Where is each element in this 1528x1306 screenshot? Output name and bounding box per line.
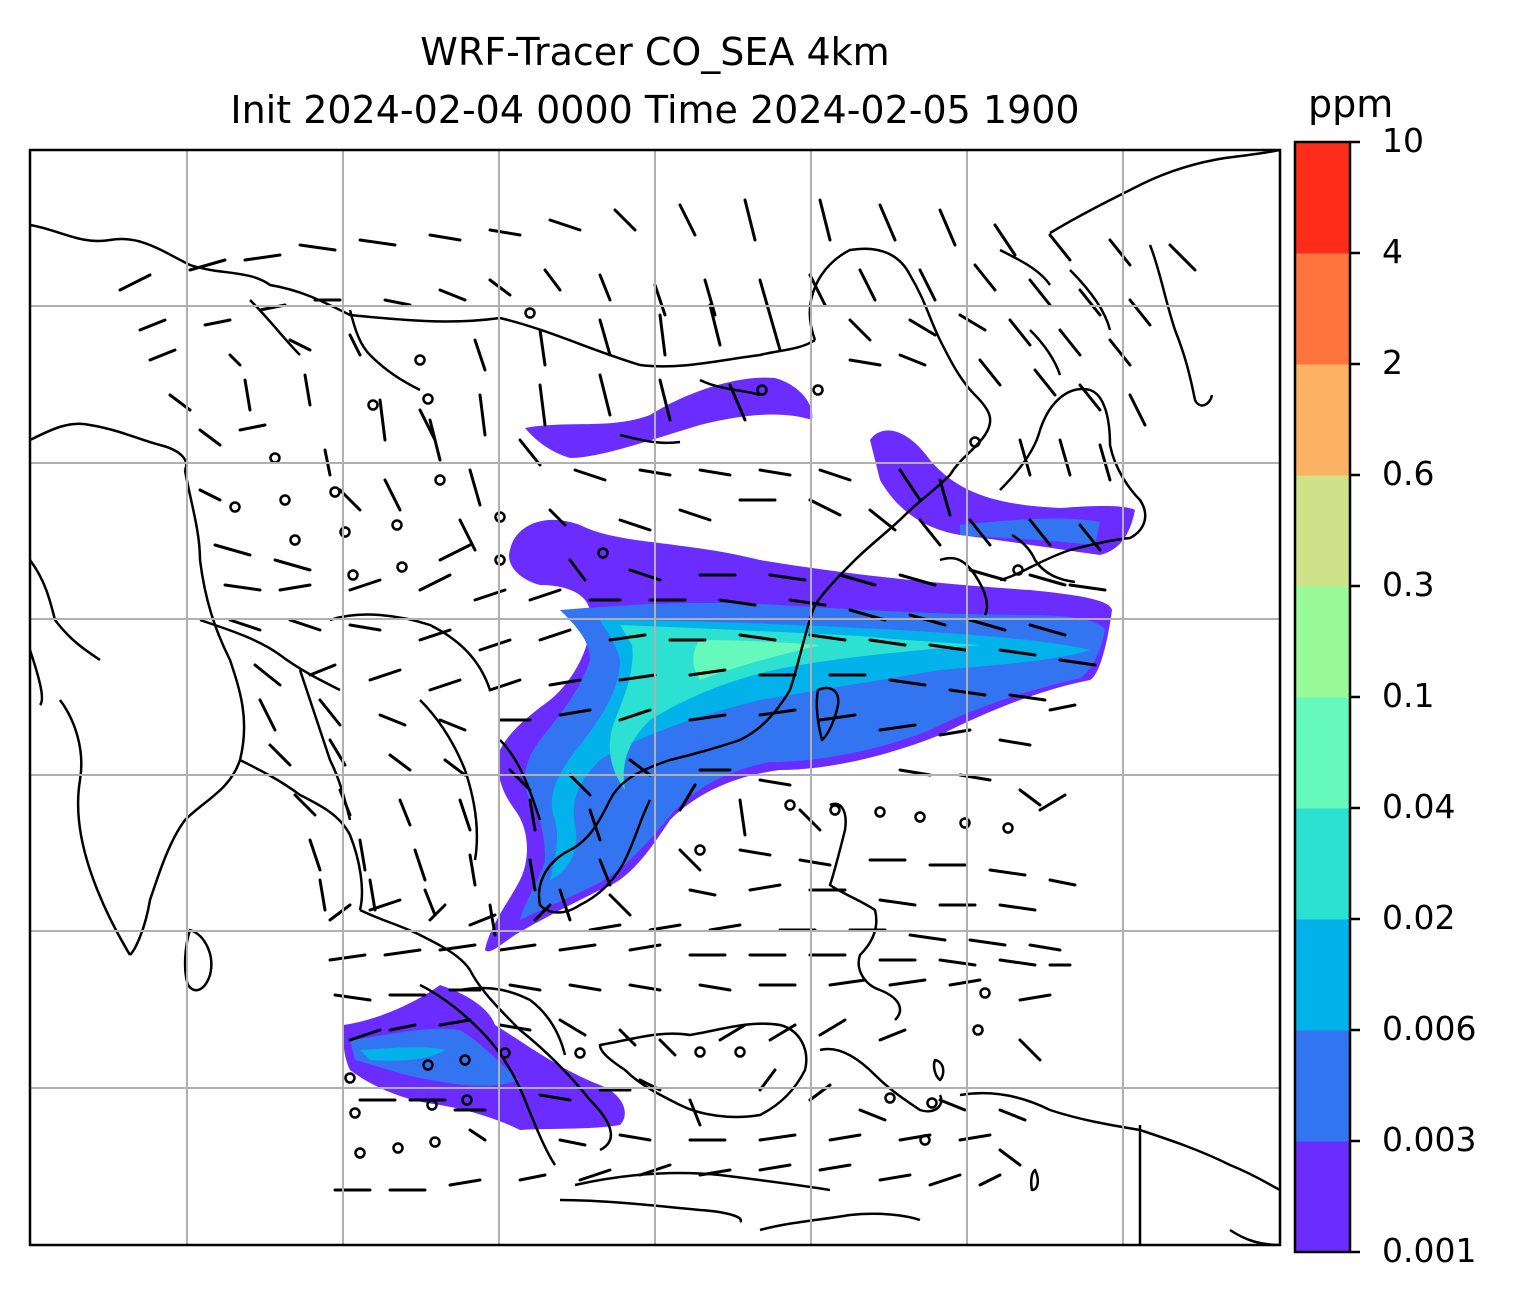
colorbar-unit-label: ppm [1308,82,1394,126]
colorbar-tick-label: 0.001 [1382,1231,1477,1270]
colorbar-tick-label: 0.6 [1382,454,1435,493]
chart-title-line1: WRF-Tracer CO_SEA 4km [420,30,890,74]
colorbar-band [1295,586,1350,698]
colorbar-tick-marks [1350,140,1360,1254]
chart-title-line2: Init 2024-02-04 0000 Time 2024-02-05 190… [230,88,1080,132]
map-frame [28,148,1282,1247]
colorbar-tick-label: 0.3 [1382,565,1435,604]
colorbar-tick-label: 0.003 [1382,1120,1477,1159]
gridlines [30,150,1280,1245]
colorbar-band [1295,253,1350,365]
colorbar-band [1295,475,1350,587]
colorbar-tick-label: 4 [1382,232,1403,271]
colorbar-tick-label: 0.02 [1382,898,1456,937]
colorbar [1295,142,1350,1253]
colorbar-band [1295,142,1350,254]
coastlines [30,150,1280,1245]
colorbar-tick-label: 0.04 [1382,787,1456,826]
calm-wind-markers [229,307,1024,1159]
colorbar-tick-label: 2 [1382,343,1403,382]
colorbar-band [1295,1030,1350,1142]
colorbar-tick-label: 0.1 [1382,676,1435,715]
colorbar-tick-label: 10 [1382,121,1424,160]
tracer-plume [343,377,1135,1130]
colorbar-band [1295,808,1350,920]
colorbar-band [1295,364,1350,476]
wind-barbs [118,198,1197,1192]
colorbar-band [1295,697,1350,809]
colorbar-band [1295,1141,1350,1253]
colorbar-band [1295,919,1350,1031]
colorbar-tick-label: 0.006 [1382,1009,1477,1048]
